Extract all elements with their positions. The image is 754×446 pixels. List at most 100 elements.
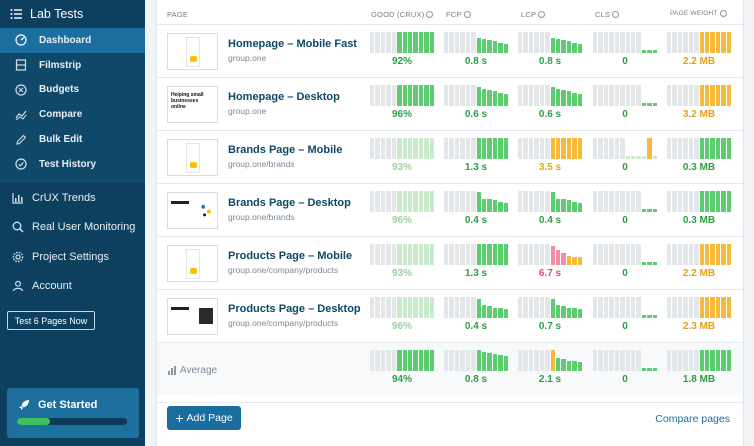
metric-lcp[interactable]: 0.4 s bbox=[518, 191, 583, 226]
metric-lcp[interactable]: 0.6 s bbox=[518, 85, 583, 120]
sparkline-bar bbox=[593, 32, 598, 53]
sparkline-bar bbox=[721, 244, 726, 265]
metric-weight[interactable]: 0.3 MB bbox=[667, 138, 732, 173]
table-row[interactable]: Brands Page – Desktop group.one/brands 96%… bbox=[157, 183, 743, 236]
page-thumbnail[interactable] bbox=[167, 245, 218, 282]
metric-fcp[interactable]: 0.6 s bbox=[444, 85, 509, 120]
sparkline-bar bbox=[555, 138, 561, 159]
metric-good[interactable]: 93% bbox=[370, 138, 435, 173]
test-pages-now-button[interactable]: Test 6 Pages Now bbox=[7, 311, 95, 330]
metric-weight[interactable]: 2.3 MB bbox=[667, 297, 732, 332]
page-title-link[interactable]: Products Page – Desktop bbox=[228, 303, 361, 315]
metric-lcp[interactable]: 2.1 s bbox=[518, 350, 583, 385]
help-icon[interactable] bbox=[538, 11, 546, 18]
metric-weight[interactable]: 2.2 MB bbox=[667, 32, 732, 67]
page-title-link[interactable]: Homepage – Desktop bbox=[228, 91, 340, 103]
sparkline-bar bbox=[418, 244, 424, 265]
metric-fcp[interactable]: 1.3 s bbox=[444, 244, 509, 279]
sidebar-item-account[interactable]: Account bbox=[0, 271, 145, 301]
metric-weight[interactable]: 3.2 MB bbox=[667, 85, 732, 120]
get-started-panel[interactable]: Get Started bbox=[7, 388, 139, 438]
sparkline-bar bbox=[614, 32, 620, 53]
metric-fcp[interactable]: 0.4 s bbox=[444, 297, 509, 332]
sparkline-bar bbox=[444, 350, 449, 371]
compare-pages-link[interactable]: Compare pages bbox=[655, 413, 730, 425]
metric-cls[interactable]: 0 bbox=[593, 350, 658, 385]
sparkline-bar bbox=[630, 191, 636, 212]
sparkline-bar bbox=[603, 244, 609, 265]
metric-weight[interactable]: 1.8 MB bbox=[667, 350, 732, 385]
metric-good[interactable]: 92% bbox=[370, 32, 435, 67]
sparkline-bar bbox=[550, 246, 555, 265]
sidebar-item-budgets[interactable]: Budgets bbox=[0, 78, 145, 103]
metric-good[interactable]: 96% bbox=[370, 297, 435, 332]
sidebar-item-real-user-monitoring[interactable]: Real User Monitoring bbox=[0, 212, 145, 242]
sparkline-bar bbox=[699, 350, 704, 371]
page-title-link[interactable]: Brands Page – Mobile bbox=[228, 144, 343, 156]
sidebar-item-project-settings[interactable]: Project Settings bbox=[0, 242, 145, 272]
page-thumbnail[interactable] bbox=[167, 139, 218, 176]
table-row[interactable]: Products Page – Mobile group.one/company/… bbox=[157, 236, 743, 289]
sidebar-item-bulk-edit[interactable]: Bulk Edit bbox=[0, 127, 145, 152]
page-title-link[interactable]: Products Page – Mobile bbox=[228, 250, 353, 262]
help-icon[interactable] bbox=[426, 11, 434, 18]
sidebar-item-compare[interactable]: Compare bbox=[0, 102, 145, 127]
sidebar-item-label: Project Settings bbox=[32, 250, 110, 263]
metric-good[interactable]: 96% bbox=[370, 191, 435, 226]
sidebar-item-filmstrip[interactable]: Filmstrip bbox=[0, 53, 145, 78]
sparkline-bar bbox=[503, 43, 509, 53]
metric-weight[interactable]: 2.2 MB bbox=[667, 244, 732, 279]
help-icon[interactable] bbox=[719, 10, 727, 17]
metric-weight[interactable]: 0.3 MB bbox=[667, 191, 732, 226]
page-thumbnail[interactable] bbox=[167, 33, 218, 70]
metric-fcp[interactable]: 1.3 s bbox=[444, 138, 509, 173]
sparkline-bar bbox=[572, 256, 577, 265]
metric-lcp[interactable]: 0.8 s bbox=[518, 32, 583, 67]
sparkline-bar bbox=[566, 41, 572, 53]
add-page-button[interactable]: + Add Page bbox=[167, 406, 241, 430]
sparkline-bar bbox=[566, 307, 572, 318]
sparkline-bar bbox=[555, 89, 561, 106]
table-row[interactable]: Brands Page – Mobile group.one/brands 93% 1… bbox=[157, 130, 743, 183]
sparkline-bar bbox=[380, 32, 386, 53]
metric-lcp[interactable]: 3.5 s bbox=[518, 138, 583, 173]
page-title-link[interactable]: Homepage – Mobile Fast bbox=[228, 38, 357, 50]
metric-fcp[interactable]: 0.8 s bbox=[444, 32, 509, 67]
metric-cls[interactable]: 0 bbox=[593, 32, 658, 67]
sparkline-bar bbox=[603, 85, 609, 106]
sidebar-item-crux-trends[interactable]: CrUX Trends bbox=[0, 183, 145, 213]
table-row[interactable]: Products Page – Desktop group.one/company… bbox=[157, 289, 743, 342]
metric-cls[interactable]: 0 bbox=[593, 138, 658, 173]
help-icon[interactable] bbox=[463, 11, 471, 18]
sparkline-bar bbox=[460, 85, 465, 106]
sparkline-bar bbox=[667, 350, 672, 371]
metric-cls[interactable]: 0 bbox=[593, 244, 658, 279]
sparkline-bar bbox=[683, 297, 688, 318]
help-icon[interactable] bbox=[612, 11, 620, 18]
sparkline-bar bbox=[641, 49, 647, 53]
metric-good[interactable]: 93% bbox=[370, 244, 435, 279]
table-row[interactable]: Helping small businesses online Homepage … bbox=[157, 77, 743, 130]
page-thumbnail[interactable] bbox=[167, 298, 218, 335]
metric-cls[interactable]: 0 bbox=[593, 191, 658, 226]
sidebar-section-lab-tests[interactable]: Lab Tests bbox=[0, 0, 145, 28]
sidebar-item-test-history[interactable]: Test History bbox=[0, 152, 145, 177]
metric-cls[interactable]: 0 bbox=[593, 297, 658, 332]
page-thumbnail[interactable]: Helping small businesses online bbox=[167, 86, 218, 123]
metric-fcp[interactable]: 0.8 s bbox=[444, 350, 509, 385]
sparkline-bar bbox=[386, 244, 391, 265]
table-row[interactable]: Homepage – Mobile Fast group.one 92% 0.8 s 0… bbox=[157, 24, 743, 77]
metric-value: 1.3 s bbox=[464, 268, 488, 279]
metric-cls[interactable]: 0 bbox=[593, 85, 658, 120]
page-thumbnail[interactable] bbox=[167, 192, 218, 229]
metric-good[interactable]: 96% bbox=[370, 85, 435, 120]
sparkline-bar bbox=[647, 49, 652, 53]
sparkline-bar bbox=[545, 244, 550, 265]
sidebar-item-dashboard[interactable]: Dashboard bbox=[0, 28, 145, 53]
metric-good[interactable]: 94% bbox=[370, 350, 435, 385]
metric-value: 93% bbox=[391, 162, 412, 173]
metric-lcp[interactable]: 6.7 s bbox=[518, 244, 583, 279]
page-title-link[interactable]: Brands Page – Desktop bbox=[228, 197, 351, 209]
metric-lcp[interactable]: 0.7 s bbox=[518, 297, 583, 332]
metric-fcp[interactable]: 0.4 s bbox=[444, 191, 509, 226]
